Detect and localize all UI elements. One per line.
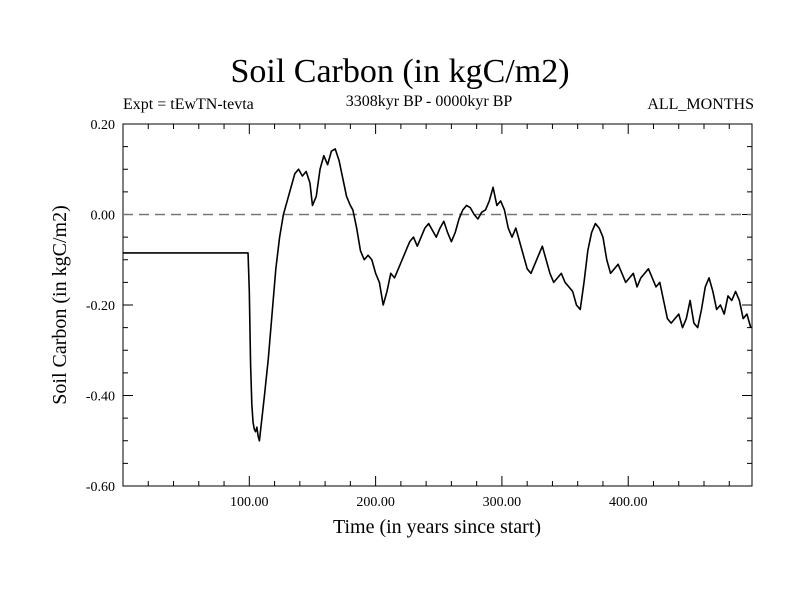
x-tick-label: 100.00 xyxy=(230,495,269,510)
x-tick-label: 400.00 xyxy=(609,495,648,510)
y-tick-label: -0.60 xyxy=(86,480,115,495)
chart-title: Soil Carbon (in kgC/m2) xyxy=(230,53,570,90)
period-label: 3308kyr BP - 0000kyr BP xyxy=(345,93,513,110)
x-tick-label: 300.00 xyxy=(483,495,522,510)
experiment-label: Expt = tEwTN-tevta xyxy=(123,96,254,113)
x-tick-label: 200.00 xyxy=(356,495,395,510)
months-label: ALL_MONTHS xyxy=(647,96,754,113)
y-tick-label: 0.00 xyxy=(91,209,116,224)
series-line-soil-carbon xyxy=(123,148,752,442)
y-tick-label: -0.20 xyxy=(86,299,115,314)
x-axis-label: Time (in years since start) xyxy=(333,516,541,538)
plot-frame xyxy=(122,123,753,487)
y-axis-label: Soil Carbon (in kgC/m2) xyxy=(49,205,71,404)
y-tick-label: -0.40 xyxy=(86,390,115,405)
y-tick-label: 0.20 xyxy=(91,118,116,133)
tick-marks xyxy=(123,124,752,486)
tick-labels: 100.00 200.00 300.00 400.00 0.20 0.00 -0.20 -0.… xyxy=(86,118,648,510)
